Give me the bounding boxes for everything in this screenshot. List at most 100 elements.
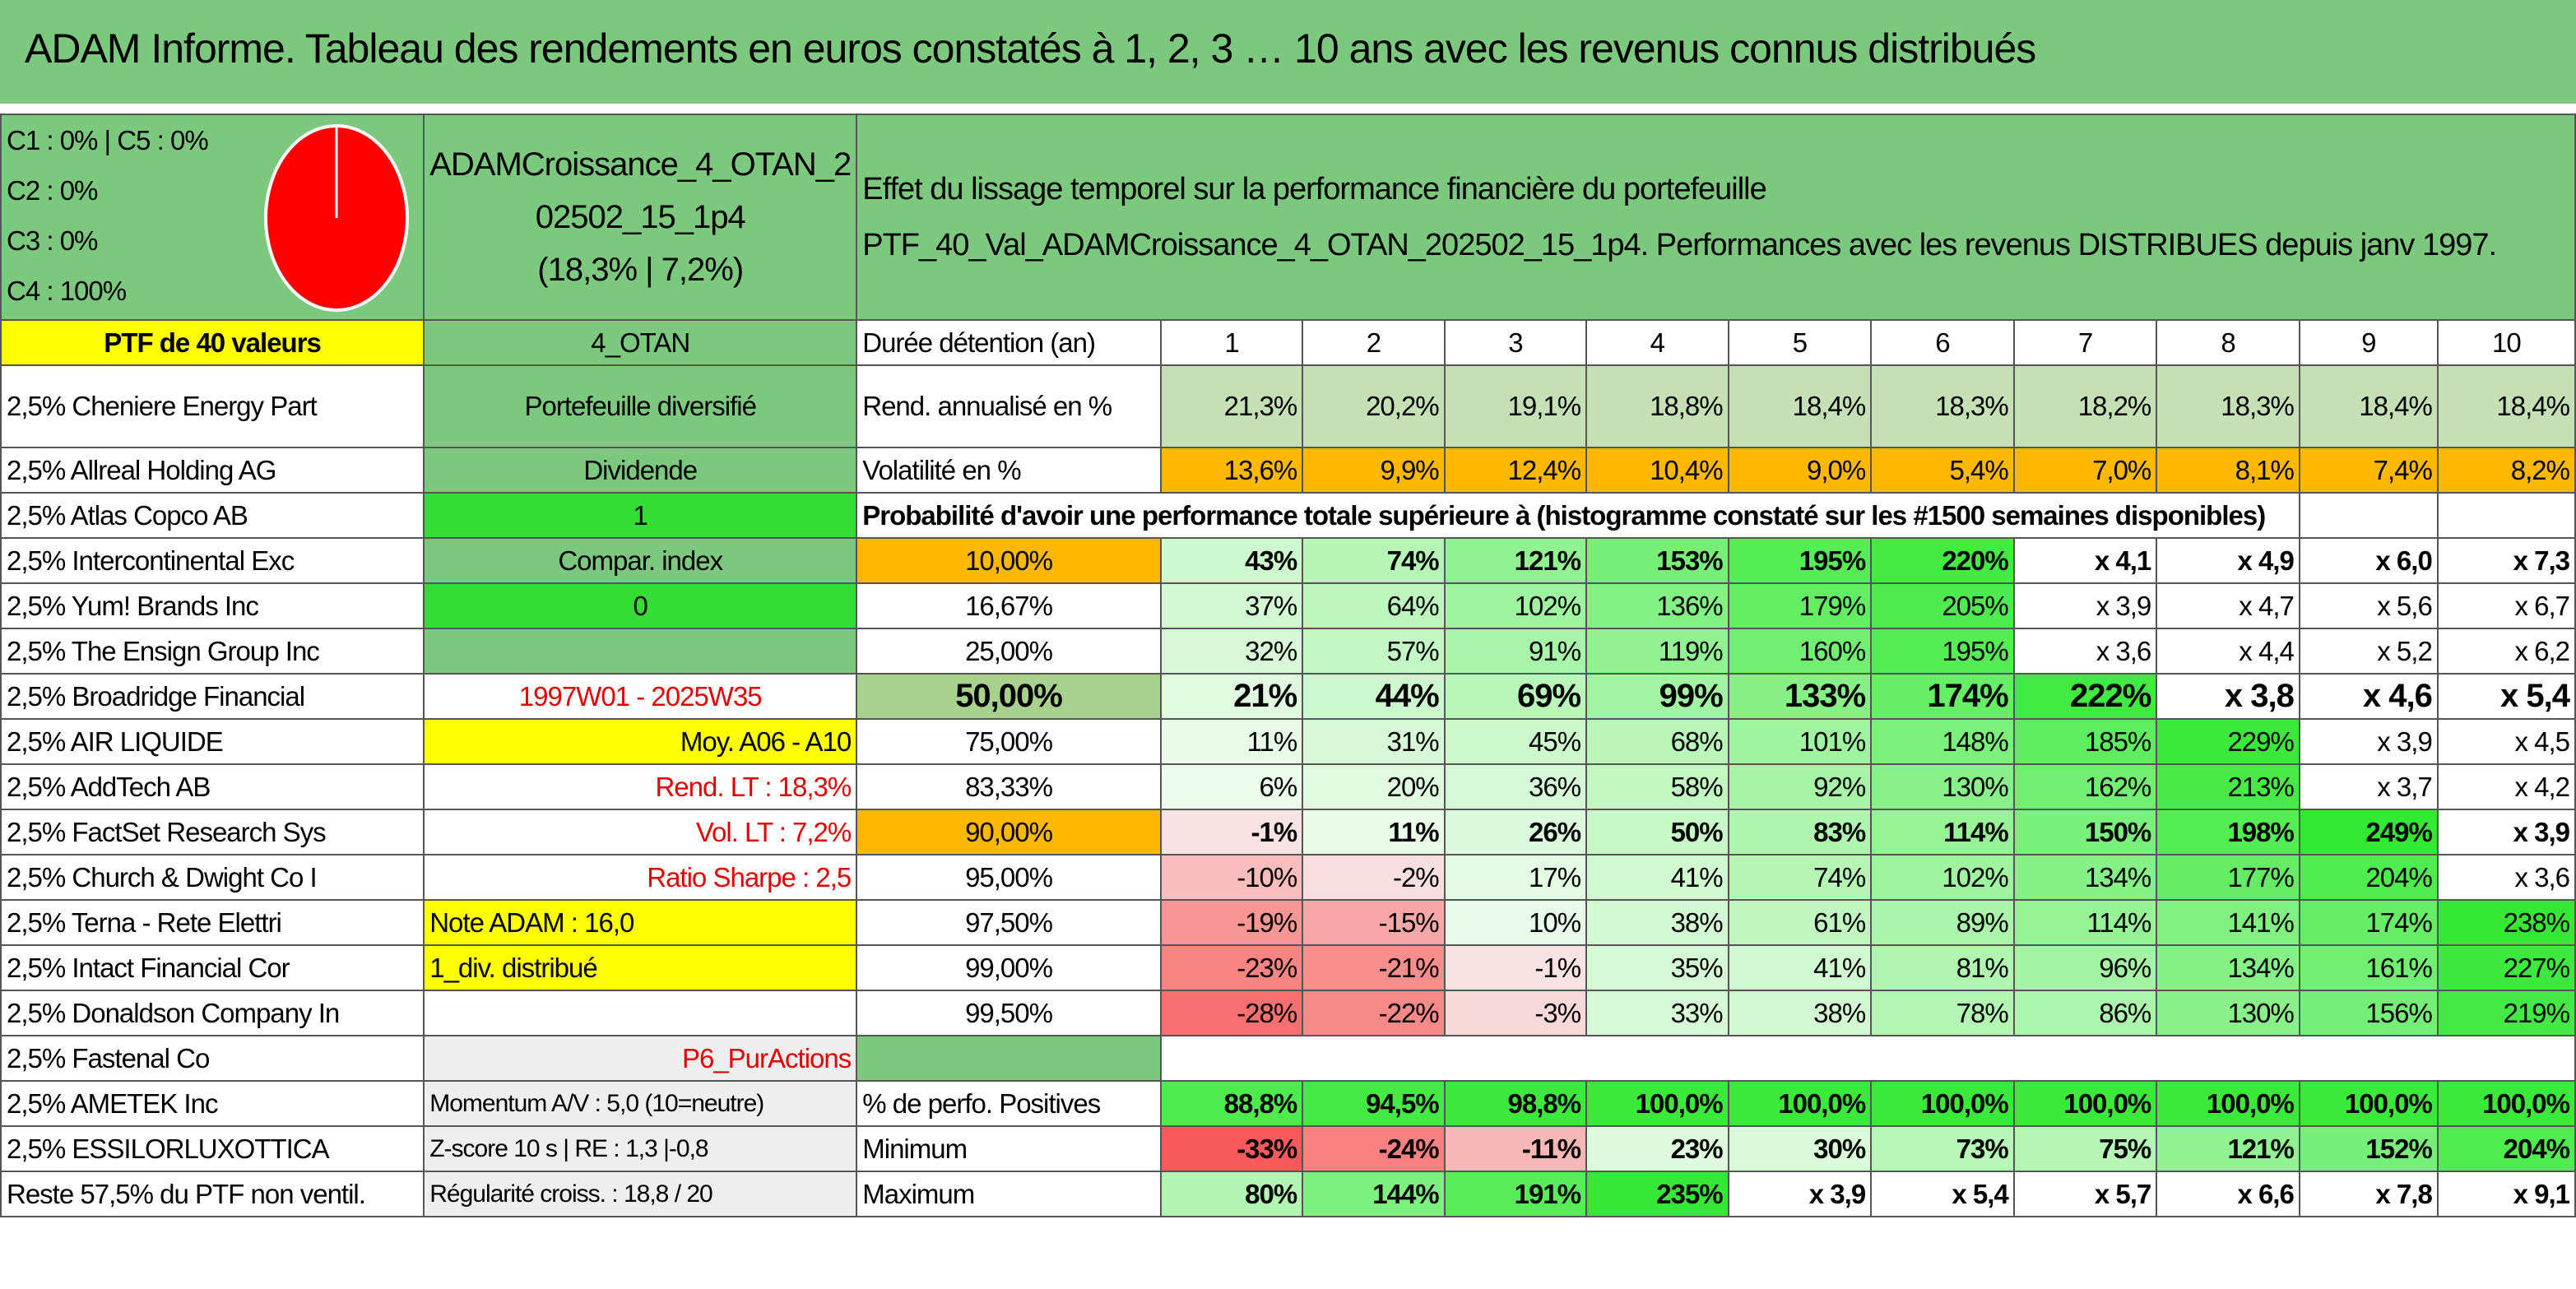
positive-value: 100,0% xyxy=(2436,1080,2576,1127)
minimum-label: Minimum xyxy=(856,1125,1162,1172)
quantile-value: 130% xyxy=(2156,990,2300,1036)
minimum-value: 152% xyxy=(2298,1125,2439,1172)
positive-value: 88,8% xyxy=(1159,1080,1304,1127)
quantile-value: 238% xyxy=(2436,899,2576,946)
quantile-value: 220% xyxy=(1870,537,2015,584)
quantile-value: 89% xyxy=(1870,899,2015,946)
quantile-label: 50,00% xyxy=(856,673,1162,720)
year-header: 10 xyxy=(2436,319,2576,366)
quantile-value: 57% xyxy=(1302,628,1446,675)
performance-table: C1 : 0% | C5 : 0% C2 : 0% C3 : 0% C4 : 100%… xyxy=(0,114,2576,1217)
positive-value: 100,0% xyxy=(2298,1080,2439,1127)
holding-row: 2,5% Atlas Copco AB xyxy=(0,492,425,539)
quantile-value: 114% xyxy=(1870,809,2015,855)
duration-label: Durée détention (an) xyxy=(856,319,1162,366)
quantile-value: x 3,7 xyxy=(2298,763,2439,810)
quantile-value: 195% xyxy=(1727,537,1873,584)
quantile-value: -19% xyxy=(1159,899,1304,946)
quantile-value: 58% xyxy=(1585,763,1729,810)
holding-row: 2,5% Terna - Rete Elettri xyxy=(0,899,425,946)
allocation-block: C1 : 0% | C5 : 0% C2 : 0% C3 : 0% C4 : 100% xyxy=(0,114,425,321)
vol-label: Volatilité en % xyxy=(856,447,1162,494)
maximum-value: 80% xyxy=(1159,1171,1304,1217)
holding-row: 2,5% AIR LIQUIDE xyxy=(0,718,425,765)
quantile-value: 41% xyxy=(1727,944,1873,991)
holding-row: 2,5% Church & Dwight Co I xyxy=(0,854,425,901)
quantile-value: 156% xyxy=(2298,990,2439,1036)
maximum-label: Maximum xyxy=(856,1171,1162,1217)
allocation-line: C1 : 0% | C5 : 0% xyxy=(7,125,209,155)
quantile-value: 83% xyxy=(1727,809,1873,855)
flag-value: 1 xyxy=(423,492,858,539)
quantile-value: 50% xyxy=(1585,809,1729,855)
quantile-value: -21% xyxy=(1302,944,1446,991)
income-type: Dividende xyxy=(423,447,858,494)
quantile-value: x 4,2 xyxy=(2436,763,2576,810)
quantile-value: 119% xyxy=(1585,628,1729,675)
quantile-value: -22% xyxy=(1302,990,1446,1036)
quantile-value: x 7,3 xyxy=(2436,537,2576,584)
maximum-value: 235% xyxy=(1585,1171,1729,1217)
quantile-value: 177% xyxy=(2156,854,2300,901)
rend-value: 18,4% xyxy=(2298,364,2439,448)
minimum-value: 73% xyxy=(1870,1125,2015,1172)
quantile-value: x 3,6 xyxy=(2436,854,2576,901)
allocation-line: C4 : 100% xyxy=(7,276,127,306)
quantile-value: 91% xyxy=(1443,628,1588,675)
allocation-line: C3 : 0% xyxy=(7,225,98,256)
holding-row: 2,5% AMETEK Inc xyxy=(0,1080,425,1127)
spacer-cell xyxy=(856,1035,1162,1082)
quantile-value: x 4,9 xyxy=(2156,537,2300,584)
portfolio-type: Portefeuille diversifié xyxy=(423,364,858,448)
rend-value: 18,8% xyxy=(1585,364,1729,448)
holding-row: 2,5% Fastenal Co xyxy=(0,1035,425,1082)
quantile-value: 160% xyxy=(1727,628,1873,675)
quantile-label: 83,33% xyxy=(856,763,1162,810)
quantile-value: -2% xyxy=(1302,854,1446,901)
positive-label: % de perfo. Positives xyxy=(856,1080,1162,1127)
rend-label: Rend. annualisé en % xyxy=(856,364,1162,448)
quantile-value: x 5,2 xyxy=(2298,628,2439,675)
quantile-label: 99,00% xyxy=(856,944,1162,991)
quantile-label: 99,50% xyxy=(856,990,1162,1036)
quantile-value: 161% xyxy=(2298,944,2439,991)
quantile-value: 37% xyxy=(1159,582,1304,629)
portfolio-name-block: ADAMCroissance_4_OTAN_2 02502_15_1p4 (18,3… xyxy=(423,114,858,321)
quantile-value: -3% xyxy=(1443,990,1588,1036)
quantile-value: 64% xyxy=(1302,582,1446,629)
report-header-line: PTF_40_Val_ADAMCroissance_4_OTAN_202502_… xyxy=(862,228,2497,262)
quantile-value: 17% xyxy=(1443,854,1588,901)
portfolio-profile: P6_PurActions xyxy=(423,1035,858,1082)
holding-row: 2,5% The Ensign Group Inc xyxy=(0,628,425,675)
quantile-value: 162% xyxy=(2012,763,2158,810)
positive-value: 100,0% xyxy=(1585,1080,1729,1127)
quantile-value: 134% xyxy=(2012,854,2158,901)
quantile-label: 10,00% xyxy=(856,537,1162,584)
maximum-value: 191% xyxy=(1443,1171,1588,1217)
portfolio-info: 0 xyxy=(423,582,858,629)
quantile-value: x 4,7 xyxy=(2156,582,2300,629)
quantile-value: x 4,5 xyxy=(2436,718,2576,765)
maximum-value: x 6,6 xyxy=(2156,1171,2300,1217)
vol-value: 10,4% xyxy=(1585,447,1729,494)
quantile-value: 81% xyxy=(1870,944,2015,991)
quantile-value: 141% xyxy=(2156,899,2300,946)
quantile-label: 75,00% xyxy=(856,718,1162,765)
quantile-value: x 5,6 xyxy=(2298,582,2439,629)
year-header: 8 xyxy=(2156,319,2300,366)
portfolio-name-line: 02502_15_1p4 xyxy=(535,199,746,235)
year-header: 2 xyxy=(1302,319,1446,366)
quantile-label: 95,00% xyxy=(856,854,1162,901)
quantile-value: 20% xyxy=(1302,763,1446,810)
quantile-value: 121% xyxy=(1443,537,1588,584)
spacer-cell xyxy=(1159,1035,2576,1082)
quantile-value: 198% xyxy=(2156,809,2300,855)
quantile-value: 11% xyxy=(1159,718,1304,765)
minimum-value: 75% xyxy=(2012,1125,2158,1172)
quantile-value: -23% xyxy=(1159,944,1304,991)
positive-value: 100,0% xyxy=(1727,1080,1873,1127)
portfolio-name-line: (18,3% | 7,2%) xyxy=(537,252,744,288)
portfolio-tag: 4_OTAN xyxy=(423,319,858,366)
quantile-value: 227% xyxy=(2436,944,2576,991)
holding-row: 2,5% Broadridge Financial xyxy=(0,673,425,720)
